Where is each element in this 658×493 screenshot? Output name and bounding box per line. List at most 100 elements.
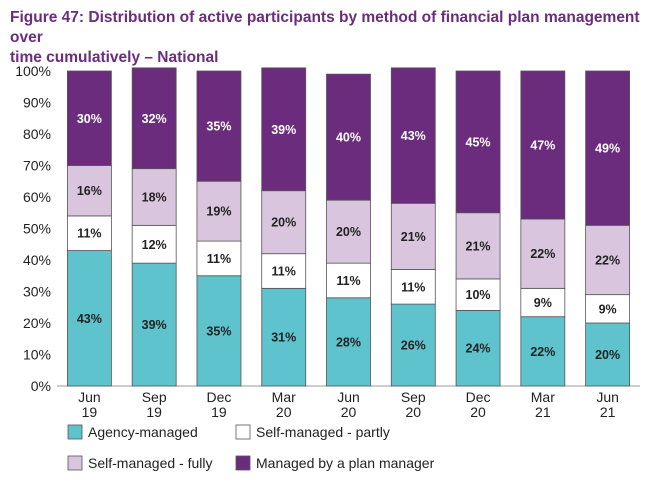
legend-label-self-managed-partly: Self-managed - partly	[256, 424, 390, 440]
legend-swatch-agency-managed	[67, 424, 83, 440]
legend-swatch-self-managed-partly	[235, 424, 251, 440]
data-label-self-managed-fully: 18%	[142, 191, 167, 205]
bar-segment-self-managed-partly	[585, 294, 631, 324]
x-tick-label-year: 20	[276, 404, 292, 420]
y-tick-label: 50%	[23, 221, 51, 237]
data-label-self-managed-partly: 9%	[534, 296, 552, 310]
x-tick-label-year: 21	[600, 404, 616, 420]
data-label-agency-managed: 20%	[595, 348, 620, 362]
bar-segment-agency-managed	[66, 250, 112, 387]
bar-segment-agency-managed	[326, 297, 371, 387]
bar-segment-agency-managed	[390, 303, 436, 387]
bar-segment-self-managed-fully	[455, 212, 501, 280]
data-label-self-managed-partly: 10%	[466, 288, 491, 302]
data-label-managed-by-a-plan-manager: 30%	[77, 112, 102, 126]
data-label-self-managed-partly: 11%	[77, 227, 101, 241]
data-label-managed-by-a-plan-manager: 43%	[401, 129, 426, 143]
bar-segment-self-managed-partly	[131, 224, 177, 264]
bar-segment-self-managed-partly	[196, 240, 242, 277]
y-tick-label: 10%	[23, 347, 51, 363]
y-tick-label: 100%	[15, 63, 51, 79]
data-label-managed-by-a-plan-manager: 40%	[336, 131, 361, 145]
x-tick-label-month: Dec	[206, 389, 231, 405]
data-label-agency-managed: 28%	[336, 335, 361, 349]
data-label-self-managed-fully: 20%	[336, 225, 361, 239]
bar-segment-self-managed-fully	[520, 218, 566, 289]
x-tick-label-year: 19	[146, 404, 162, 420]
bar-segment-self-managed-partly	[326, 262, 371, 299]
data-label-self-managed-fully: 21%	[466, 239, 491, 253]
bar-segment-managed-by-a-plan-manager	[261, 67, 307, 192]
bar-segment-self-managed-fully	[326, 199, 371, 264]
bar-segment-self-managed-fully	[196, 180, 242, 242]
data-label-agency-managed: 31%	[271, 331, 296, 345]
legend-label-managed-by-a-plan-manager: Managed by a plan manager	[256, 455, 435, 471]
x-tick-label-year: 19	[211, 404, 227, 420]
legend-swatch-managed-by-a-plan-manager	[235, 455, 251, 471]
data-label-agency-managed: 26%	[401, 339, 426, 353]
data-label-self-managed-fully: 20%	[271, 216, 296, 230]
data-label-self-managed-fully: 19%	[206, 205, 231, 219]
bar-segment-self-managed-partly	[390, 269, 436, 305]
y-tick-label: 80%	[23, 126, 51, 142]
bar-segment-agency-managed	[520, 316, 566, 387]
data-label-self-managed-fully: 22%	[595, 254, 620, 268]
bar-segment-agency-managed	[131, 262, 177, 387]
x-tick-label-month: Sep	[142, 389, 167, 405]
x-tick-label-month: Jun	[596, 389, 619, 405]
y-tick-label: 0%	[31, 378, 51, 394]
y-tick-label: 20%	[23, 315, 51, 331]
x-tick-label-month: Jun	[78, 389, 101, 405]
x-tick-label-year: 19	[82, 404, 98, 420]
bar-segment-self-managed-fully	[390, 202, 436, 270]
x-tick-label-month: Dec	[466, 389, 491, 405]
bar-segment-managed-by-a-plan-manager	[326, 73, 371, 201]
data-label-self-managed-partly: 11%	[207, 252, 231, 266]
data-label-self-managed-partly: 12%	[142, 238, 167, 252]
y-tick-label: 40%	[23, 252, 51, 268]
bar-segment-managed-by-a-plan-manager	[520, 70, 566, 220]
data-label-agency-managed: 43%	[77, 312, 102, 326]
y-tick-label: 30%	[23, 284, 51, 300]
data-label-managed-by-a-plan-manager: 49%	[595, 142, 620, 156]
bar-segment-managed-by-a-plan-manager	[66, 70, 112, 166]
bar-segment-self-managed-partly	[66, 215, 112, 251]
x-tick-label-year: 21	[535, 404, 551, 420]
bar-segment-agency-managed	[455, 309, 501, 387]
data-label-managed-by-a-plan-manager: 35%	[206, 120, 231, 134]
data-label-self-managed-fully: 16%	[77, 184, 102, 198]
bar-segment-self-managed-fully	[585, 224, 631, 296]
data-label-managed-by-a-plan-manager: 32%	[142, 112, 167, 126]
data-label-self-managed-partly: 11%	[336, 274, 360, 288]
legend-label-self-managed-fully: Self-managed - fully	[88, 455, 213, 471]
chart-title: Figure 47: Distribution of active partic…	[10, 9, 640, 66]
data-label-agency-managed: 39%	[142, 318, 167, 332]
bar-segment-managed-by-a-plan-manager	[131, 67, 177, 170]
legend-swatch-self-managed-fully	[67, 455, 83, 471]
y-tick-label: 90%	[23, 95, 51, 111]
x-tick-label-month: Jun	[337, 389, 360, 405]
bar-segment-managed-by-a-plan-manager	[585, 70, 631, 226]
x-tick-label-month: Mar	[272, 389, 296, 405]
bar-segment-managed-by-a-plan-manager	[196, 70, 242, 182]
x-tick-label-year: 20	[341, 404, 357, 420]
y-tick-label: 70%	[23, 158, 51, 174]
data-label-agency-managed: 35%	[206, 324, 231, 338]
data-label-managed-by-a-plan-manager: 47%	[530, 139, 555, 153]
bar-segment-self-managed-fully	[261, 190, 307, 255]
data-label-managed-by-a-plan-manager: 39%	[271, 123, 296, 137]
x-tick-label-month: Mar	[531, 389, 555, 405]
bar-segment-managed-by-a-plan-manager	[455, 70, 501, 214]
bar-segment-self-managed-partly	[261, 253, 307, 289]
data-label-self-managed-fully: 22%	[530, 247, 555, 261]
legend-label-agency-managed: Agency-managed	[88, 424, 198, 440]
data-label-self-managed-fully: 21%	[401, 230, 426, 244]
x-tick-label-year: 20	[405, 404, 421, 420]
bar-segment-agency-managed	[261, 287, 307, 387]
bar-segment-managed-by-a-plan-manager	[390, 67, 436, 204]
x-tick-label-year: 20	[470, 404, 486, 420]
bar-segment-self-managed-fully	[131, 168, 177, 226]
y-tick-label: 60%	[23, 189, 51, 205]
